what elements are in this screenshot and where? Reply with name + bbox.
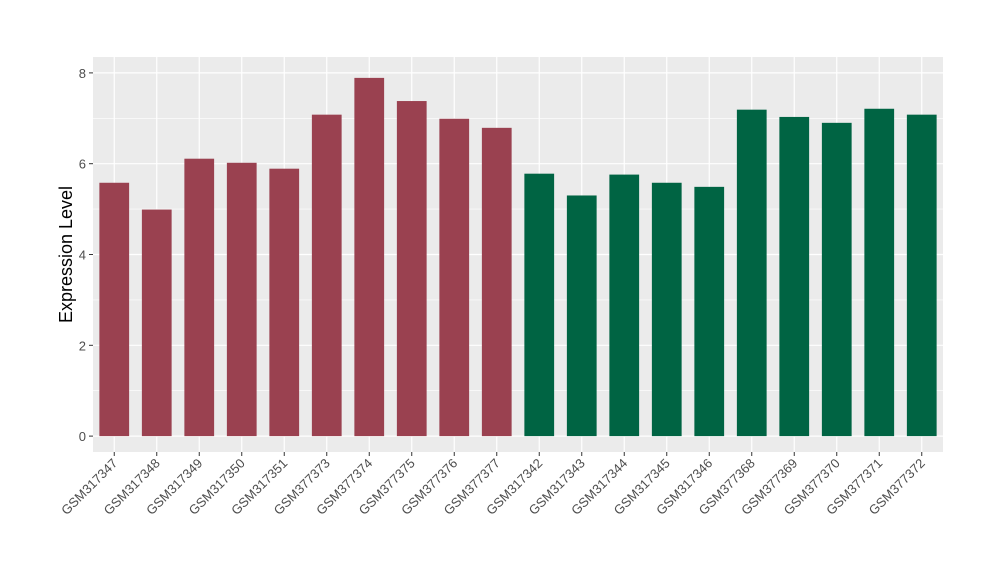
bar-GSM377376 [439,118,470,437]
bar-GSM377369 [779,116,810,437]
bar-GSM317348 [141,209,172,437]
bar-GSM317343 [566,195,597,437]
bar-GSM377374 [354,77,385,437]
y-tick-label: 4 [79,248,86,263]
bar-GSM377371 [864,108,895,437]
bar-GSM317346 [694,186,725,437]
bar-GSM317351 [269,168,300,437]
bar-GSM317347 [99,182,130,437]
bar-GSM377377 [481,127,512,437]
y-tick-label: 8 [79,66,86,81]
bar-GSM377372 [906,114,937,437]
bar-GSM377368 [736,109,767,437]
bar-GSM317349 [184,158,215,437]
y-tick-label: 6 [79,157,86,172]
y-axis-label: Expression Level [56,186,76,323]
y-tick-label: 0 [79,429,86,444]
bar-GSM317345 [651,182,682,437]
bar-GSM377375 [396,101,427,437]
bar-GSM317342 [524,173,555,437]
bar-GSM317350 [226,162,257,437]
bar-GSM377370 [821,122,852,437]
y-tick-label: 2 [79,338,86,353]
bar-GSM317344 [609,174,640,437]
bar-GSM377373 [311,114,342,437]
